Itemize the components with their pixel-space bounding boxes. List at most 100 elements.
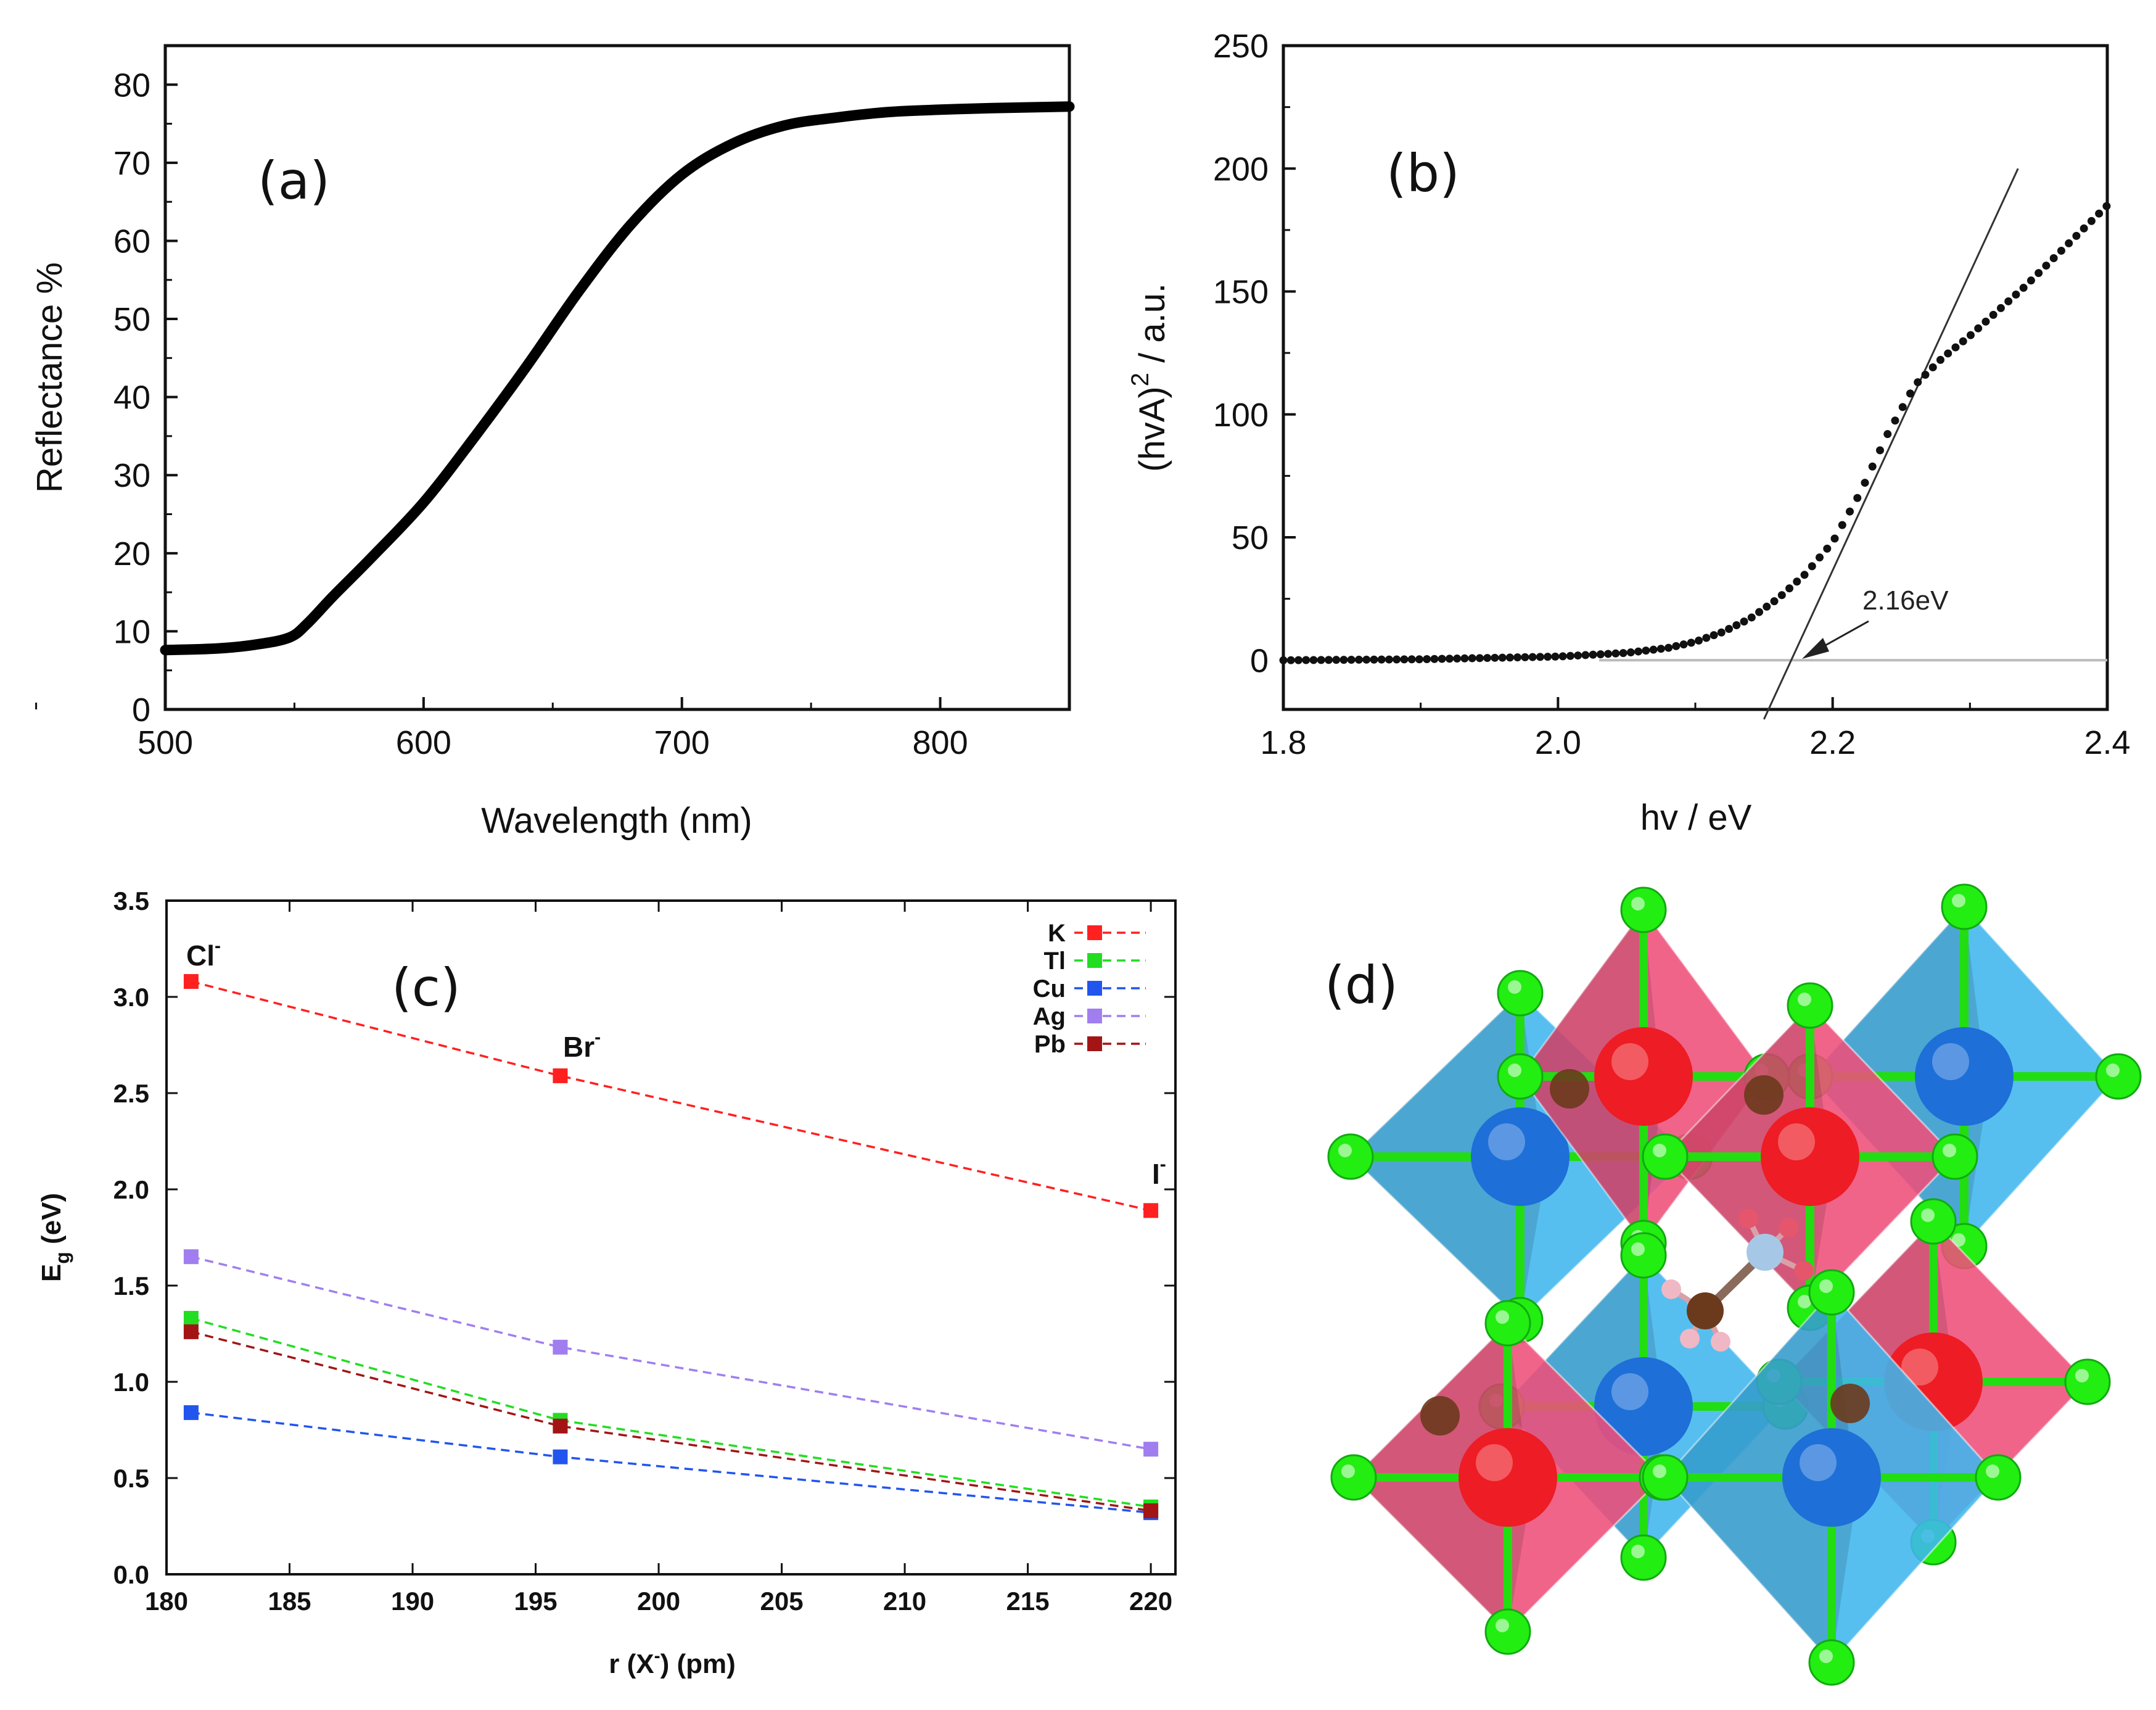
data-point <box>1302 656 1310 664</box>
marker-Cu <box>183 1405 199 1420</box>
data-point <box>1415 655 1423 664</box>
halide-atom <box>1808 1639 1855 1686</box>
legend-label-Cu: Cu <box>1033 975 1066 1002</box>
data-point <box>1400 655 1409 664</box>
halide-atom <box>1910 1198 1957 1245</box>
x-tick-label-a: 600 <box>396 724 451 761</box>
data-point <box>1861 479 1869 487</box>
data-point <box>1830 534 1839 543</box>
metal-highlight <box>1611 1043 1648 1080</box>
halide-highlight <box>1819 1279 1833 1293</box>
hydrogen-atom <box>1680 1329 1700 1349</box>
legend-marker-Tl <box>1087 953 1102 968</box>
data-point <box>1906 389 1914 398</box>
y-tick-label-a: 20 <box>113 535 150 572</box>
y-tick-label-c: 2.0 <box>113 1175 149 1204</box>
organic-cation <box>1661 1208 1814 1352</box>
data-point <box>2080 224 2088 233</box>
halide-highlight <box>1653 1464 1666 1478</box>
metal-atom <box>1761 1107 1859 1206</box>
x-tick-label-c: 220 <box>1129 1587 1172 1616</box>
panel-c: 180 185 190 195 200 205 210 215 220 0.0 0.5 1.0 1.5 2… <box>36 886 1177 1679</box>
y-tick-label-a: 50 <box>113 301 150 338</box>
halide-atom <box>2095 1053 2142 1100</box>
halide-label-sup: - <box>1160 1154 1166 1175</box>
x-tick-label-c: 215 <box>1006 1587 1050 1616</box>
x-tick-label-c: 200 <box>637 1587 680 1616</box>
halide-highlight <box>1631 1242 1645 1256</box>
x-tick-label-b: 1.8 <box>1260 724 1306 761</box>
y-tick-label-a: 70 <box>113 145 150 182</box>
halide-highlight <box>1631 897 1645 911</box>
marker-Cu <box>553 1449 568 1464</box>
halide-highlight <box>1653 1144 1666 1157</box>
nitrogen-atom <box>1747 1234 1784 1271</box>
data-point <box>1528 653 1537 661</box>
y-title-c-main: E <box>36 1264 67 1282</box>
bandgap-arrowhead <box>1802 638 1829 659</box>
reflectance-curve <box>160 101 1075 656</box>
halide-highlight <box>1819 1650 1833 1663</box>
data-point <box>2042 262 2051 270</box>
y-tick-label-b: 0 <box>1250 642 1269 679</box>
data-point <box>1891 416 1899 425</box>
y-title-b-tail: / a.u. <box>1132 283 1172 373</box>
x-tick-label-c: 205 <box>760 1587 804 1616</box>
x-title-c-sup: - <box>654 1646 660 1666</box>
y-title-c-sub: g <box>51 1252 73 1264</box>
data-point <box>1740 617 1748 626</box>
data-point <box>1566 651 1574 660</box>
plot-frame-c <box>165 899 1177 1576</box>
ticks-c: 180 185 190 195 200 205 210 215 220 0.0 0.5 1.0 1.5 2… <box>113 886 1175 1616</box>
y-tick-label-a: 30 <box>113 457 150 494</box>
data-point <box>1672 642 1681 650</box>
data-point <box>1460 654 1469 663</box>
metal-highlight <box>1800 1444 1837 1481</box>
metal-highlight <box>1901 1349 1938 1386</box>
data-point <box>1634 647 1643 656</box>
legend-marker-K <box>1087 925 1102 940</box>
halide-atom <box>2064 1358 2111 1405</box>
panel-label-b: (b) <box>1386 143 1460 204</box>
y-axis-title-a: Reflectance % <box>30 262 70 493</box>
data-point <box>1944 349 1952 358</box>
data-point <box>1445 655 1454 663</box>
data-point <box>2049 254 2058 263</box>
x-tick-label-a: 500 <box>138 724 193 761</box>
halide-highlight <box>1952 894 1965 907</box>
halide-atom <box>1497 1053 1544 1100</box>
series-line-Ag <box>191 1255 1151 1450</box>
y-tick-label-a: 40 <box>113 379 150 416</box>
data-point <box>1816 553 1824 562</box>
halide-atom <box>1620 1232 1667 1279</box>
legend-label-Tl: Tl <box>1043 948 1066 975</box>
data-point <box>1732 621 1741 630</box>
marker-Ag <box>1143 1442 1159 1457</box>
halide-atom <box>1327 1133 1374 1180</box>
y-title-b-main: (hvA) <box>1132 386 1172 472</box>
carbon-atom <box>1687 1292 1724 1329</box>
data-point <box>1377 655 1386 664</box>
data-point <box>1370 655 1378 664</box>
halide-label: Br- <box>563 1027 601 1063</box>
a-site-atom <box>1744 1075 1784 1115</box>
data-point <box>1846 507 1854 516</box>
x-tick-label-c: 185 <box>268 1587 311 1616</box>
data-point <box>1649 645 1658 654</box>
halide-highlight <box>1508 1064 1521 1077</box>
series-line-Cu <box>191 1411 1151 1514</box>
x-axis-title-a: Wavelength (nm) <box>481 801 752 841</box>
data-point <box>1936 355 1944 364</box>
ticks-b: 1.8 2.0 2.2 2.4 0 50 100 150 200 250 <box>1213 28 2131 761</box>
hydrogen-atom <box>1794 1261 1814 1281</box>
data-point <box>2019 284 2028 292</box>
data-point <box>1589 650 1597 659</box>
marker-Ag <box>183 1249 199 1265</box>
metal-atom <box>1459 1428 1557 1527</box>
legend-label-Ag: Ag <box>1033 1003 1066 1030</box>
data-point <box>1656 645 1665 653</box>
tangent-line <box>1763 168 2019 720</box>
halide-label-sup: - <box>595 1027 601 1047</box>
